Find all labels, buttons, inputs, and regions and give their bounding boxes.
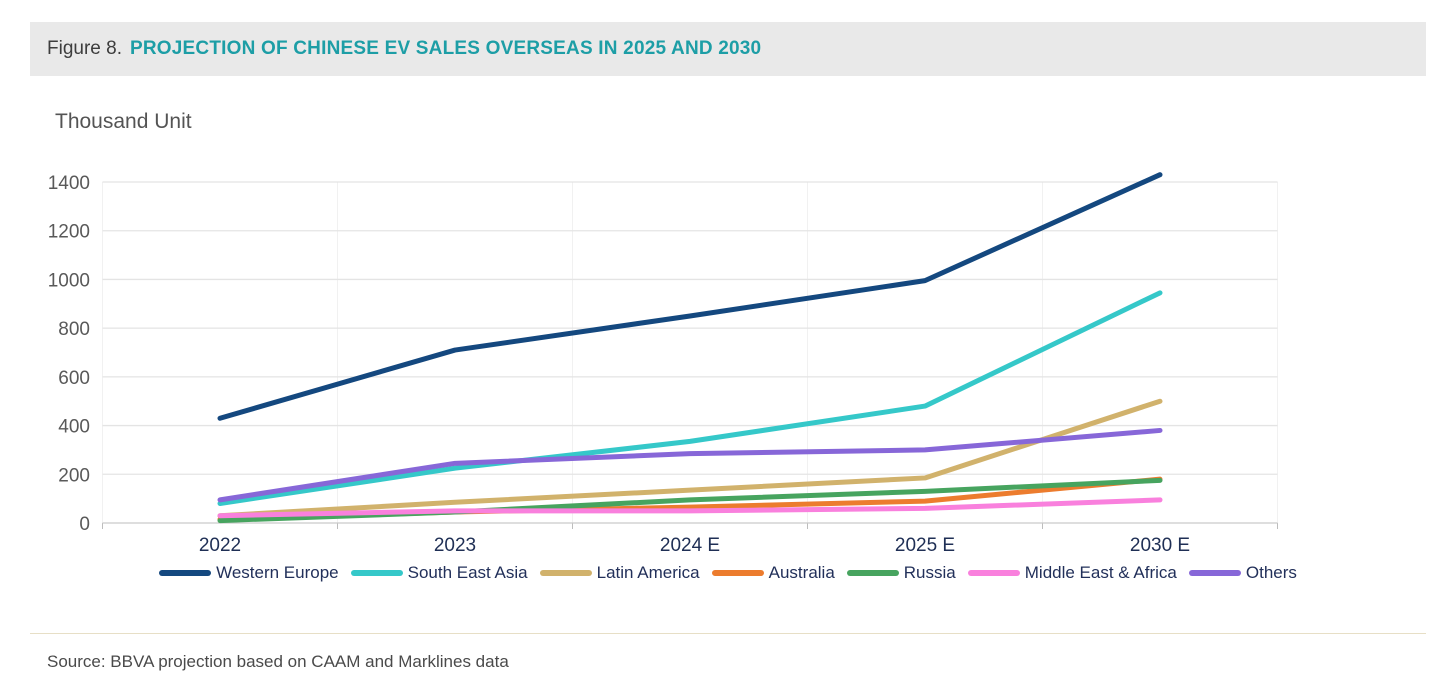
legend-swatch-icon [967, 570, 1020, 576]
legend-swatch-icon [846, 570, 899, 576]
figure-number-label: Figure 8. [47, 38, 122, 59]
legend-item: Latin America [539, 563, 700, 583]
legend-swatch-icon [711, 570, 764, 576]
y-tick-label: 0 [79, 514, 90, 535]
y-tick-label: 400 [58, 417, 90, 438]
x-tick-label: 2022 [199, 535, 241, 556]
x-tick-label: 2025 E [895, 535, 955, 556]
y-tick-label: 600 [58, 368, 90, 389]
y-tick-label: 200 [58, 465, 90, 486]
legend-item: Others [1188, 563, 1297, 583]
legend-item: Western Europe [159, 563, 339, 583]
figure-title: PROJECTION OF CHINESE EV SALES OVERSEAS … [129, 38, 762, 59]
series-line-south-east-asia [217, 290, 1163, 507]
x-tick-label: 2030 E [1130, 535, 1190, 556]
series-line-others [217, 427, 1163, 503]
legend-label: Western Europe [216, 563, 339, 582]
legend-label: Russia [903, 563, 956, 582]
series-line-latin-america [217, 398, 1163, 519]
x-tick-label: 2023 [434, 535, 476, 556]
x-tick-label: 2024 E [660, 535, 720, 556]
separator-line [30, 633, 1426, 634]
line-chart: 0 200 400 600 800 1000 1200 1400 2022 2023 2024 E 2… [48, 172, 1278, 556]
chart-legend: Western Europe South East Asia Latin Ameri… [0, 563, 1456, 583]
series-line-middle-east-africa [217, 497, 1163, 519]
legend-label: South East Asia [407, 563, 528, 582]
y-axis-unit-label: Thousand Unit [55, 110, 192, 133]
legend-item: South East Asia [350, 563, 528, 583]
legend-item: Australia [711, 563, 835, 583]
legend-item: Russia [846, 563, 956, 583]
legend-swatch-icon [350, 570, 403, 576]
legend-swatch-icon [539, 570, 592, 576]
y-tick-label: 1000 [48, 270, 90, 291]
y-tick-label: 1400 [48, 173, 90, 194]
legend-swatch-icon [159, 570, 212, 576]
legend-label: Latin America [596, 563, 700, 582]
figure-header: Figure 8. PROJECTION OF CHINESE EV SALES… [30, 22, 1426, 76]
legend-swatch-icon [1188, 570, 1241, 576]
y-tick-label: 800 [58, 319, 90, 340]
source-note: Source: BBVA projection based on CAAM an… [47, 652, 509, 671]
legend-label: Australia [768, 563, 835, 582]
y-tick-label: 1200 [48, 222, 90, 243]
legend-label: Middle East & Africa [1024, 563, 1177, 582]
series-line-western-europe [217, 172, 1163, 421]
legend-item: Middle East & Africa [967, 563, 1177, 583]
legend-label: Others [1245, 563, 1297, 582]
